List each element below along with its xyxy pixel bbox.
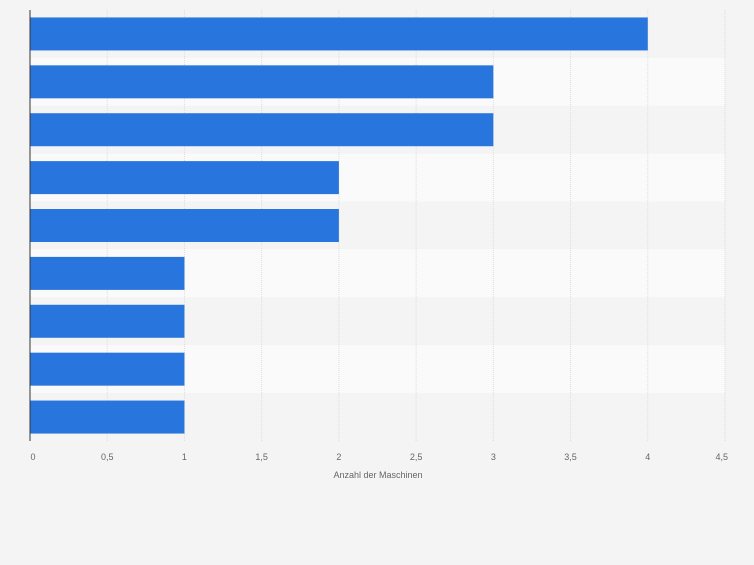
- x-tick-label: 1,5: [255, 452, 268, 462]
- bar: [30, 256, 185, 290]
- x-tick-label: 4: [645, 452, 650, 462]
- x-tick-label: 1: [182, 452, 187, 462]
- x-tick-label: 0,5: [101, 452, 114, 462]
- x-tick-label: 4,5: [715, 452, 728, 462]
- x-tick-label: 3,5: [564, 452, 577, 462]
- bar: [30, 209, 339, 242]
- x-tick-label: 2,5: [410, 452, 423, 462]
- bars: [30, 17, 648, 434]
- x-tick-label: 3: [491, 452, 496, 462]
- bar: [30, 304, 185, 338]
- bar: [30, 65, 494, 99]
- x-tick-label: 2: [336, 452, 341, 462]
- bar: [30, 161, 339, 195]
- x-tick-label: 0: [30, 452, 35, 462]
- x-axis-title: Anzahl der Maschinen: [333, 470, 422, 480]
- bar: [30, 17, 648, 51]
- bar: [30, 400, 185, 434]
- bar: [30, 113, 494, 147]
- bar: [30, 352, 185, 386]
- x-tick-labels: 0 0,5 1 1,5 2 2,5 3 3,5 4 4,5: [30, 452, 728, 462]
